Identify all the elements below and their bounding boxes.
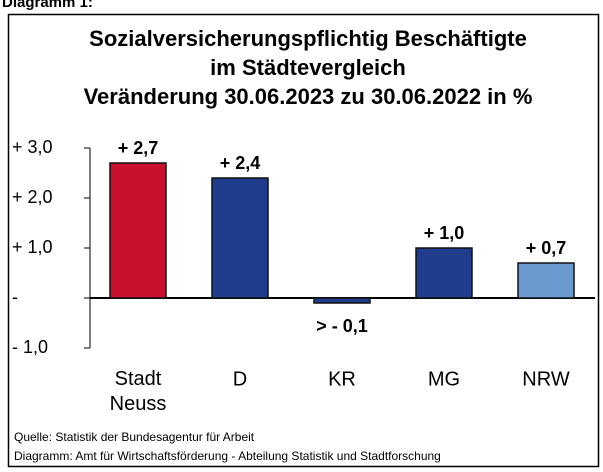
footer: Diagramm: Amt für Wirtschaftsförderung -… xyxy=(14,449,441,463)
bar xyxy=(313,297,371,304)
x-tick-label: Stadt Neuss xyxy=(110,368,167,415)
x-tick-label: NRW xyxy=(522,368,570,390)
value-label: + 2,7 xyxy=(118,138,159,158)
bar xyxy=(517,262,575,299)
bar xyxy=(211,177,269,299)
y-tick-label: + 3,0 xyxy=(12,137,53,157)
y-tick-label: + 2,0 xyxy=(12,187,53,207)
x-tick-label: D xyxy=(233,368,247,390)
x-tick-label: MG xyxy=(428,368,460,390)
y-tick-label: + 1,0 xyxy=(12,237,53,257)
bar xyxy=(415,247,473,299)
frame xyxy=(7,13,600,468)
y-tick-label: - 1,0 xyxy=(12,337,48,357)
x-tick-label: KR xyxy=(328,368,356,390)
bar xyxy=(109,162,167,299)
chart-title: Veränderung 30.06.2023 zu 30.06.2022 in … xyxy=(84,84,533,109)
value-label: + 2,4 xyxy=(220,153,261,173)
footer: Quelle: Statistik der Bundesagentur für … xyxy=(14,430,255,444)
y-tick-label: - xyxy=(12,287,18,307)
header: Diagramm 1: xyxy=(2,0,93,11)
value-label: + 1,0 xyxy=(424,223,465,243)
chart-title: Sozialversicherungspflichtig Beschäftigt… xyxy=(89,26,527,51)
value-label: + 0,7 xyxy=(526,238,567,258)
value-label: > - 0,1 xyxy=(316,316,368,336)
chart-title: im Städtevergleich xyxy=(210,55,406,80)
